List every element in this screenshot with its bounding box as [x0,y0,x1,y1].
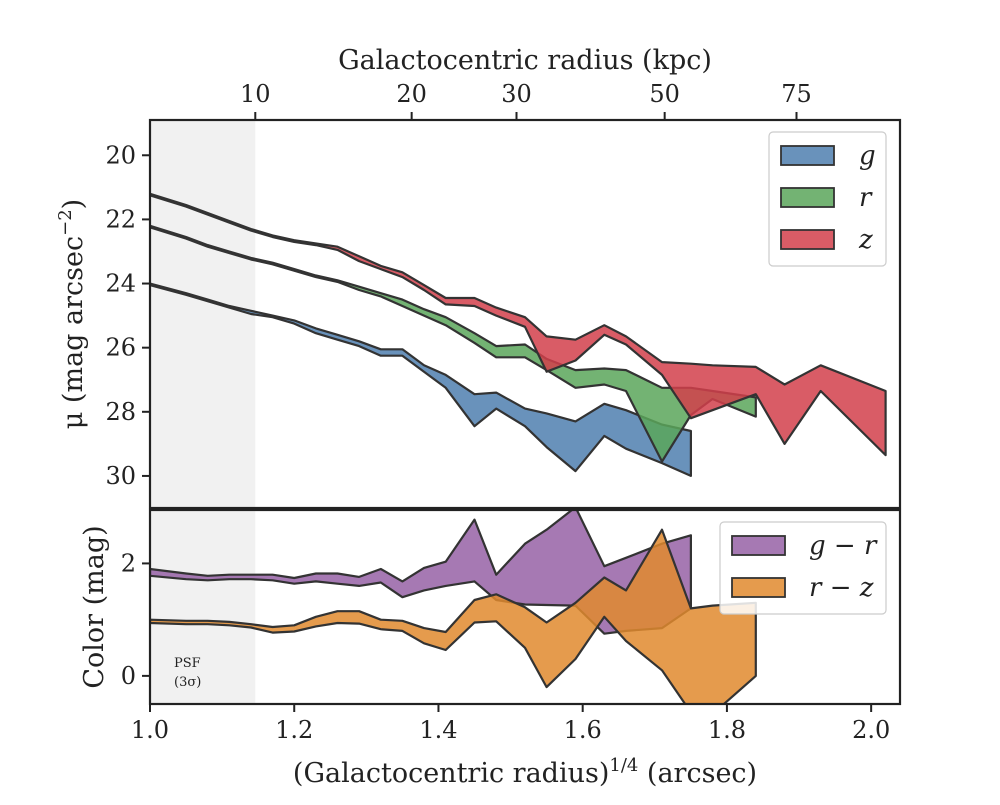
legend-label-z: z [858,225,873,255]
x-tick-label: 1.0 [131,716,169,744]
legend-label-r-z-tail: z [859,573,874,603]
band-r [150,224,757,463]
legend-swatch-g-r [731,535,786,556]
psf-annotation-line1: PSF [174,656,201,671]
psf-annotation-line2: (3σ) [174,675,201,690]
legend-label-r-z: r − z [809,573,874,603]
psf-region-top [150,120,256,508]
top-panel-frame [148,118,902,510]
top-y-tick-label: 24 [105,270,136,298]
legend-swatch-z [780,229,835,250]
top-x-tick-label: 20 [396,80,427,108]
band-r-z [150,528,757,704]
legend-swatch-r [780,187,835,208]
top-y-axis-title-close: ) [58,199,89,210]
top-y-axis-title: μ (mag arcsec−2) [55,199,89,429]
bottom-y-tick-label: 0 [121,662,136,690]
top-y-tick-label: 22 [105,205,136,233]
psf-region-bottom [150,510,256,704]
legend-label-r-z-op: − [821,573,859,603]
legend-bottom: g − r r − z [719,521,887,615]
x-axis-title-unit: (arcsec) [638,758,757,789]
psf-shaded-region [150,120,256,704]
top-y-axis-title-exp: −2 [55,209,76,236]
x-axis-title-exp: 1/4 [609,755,638,776]
legend-label-g: g [859,141,876,171]
x-tick-label: 2.0 [852,716,890,744]
color-areas [150,510,757,704]
legend-label-g-r-tail: r [864,531,878,561]
x-tick-label: 1.2 [275,716,313,744]
bottom-y-tick-label: 2 [121,549,136,577]
legend-top: g r z [768,131,887,267]
x-axis-title: (Galactocentric radius)1/4 (arcsec) [293,755,757,789]
band-z [150,192,887,457]
x-tick-label: 1.8 [708,716,746,744]
legend-label-g-r-base: g [809,531,826,561]
top-axis-title: Galactocentric radius (kpc) [338,45,712,76]
top-y-tick-label: 26 [105,334,136,362]
surface-brightness-areas [150,192,887,477]
top-x-tick-label: 30 [501,80,532,108]
legend-label-r-z-base: r [809,573,823,603]
legend-label-g-r: g − r [809,531,878,561]
x-axis-title-main: (Galactocentric radius) [293,758,609,789]
axes: 20 22 24 26 28 30 10 20 30 50 75 0 2 1.0 1.2 1.4 1.6 1.8 2… [105,80,902,744]
legend-label-g-r-op: − [826,531,864,561]
bottom-panel-frame [148,508,902,706]
legend-swatch-g [780,145,835,166]
top-x-tick-label: 50 [649,80,680,108]
top-y-tick-label: 28 [105,398,136,426]
top-y-tick-label: 20 [105,141,136,169]
top-x-tick-label: 75 [781,80,812,108]
top-y-axis-title-main: μ (mag arcsec [58,236,89,429]
x-tick-label: 1.6 [564,716,602,744]
band-g [150,282,693,477]
bottom-y-axis-title: Color (mag) [79,525,110,688]
legend-label-r: r [859,183,873,213]
legend-swatch-r-z [731,577,786,598]
top-y-tick-label: 30 [105,462,136,490]
top-x-tick-label: 10 [240,80,271,108]
x-tick-label: 1.4 [419,716,457,744]
